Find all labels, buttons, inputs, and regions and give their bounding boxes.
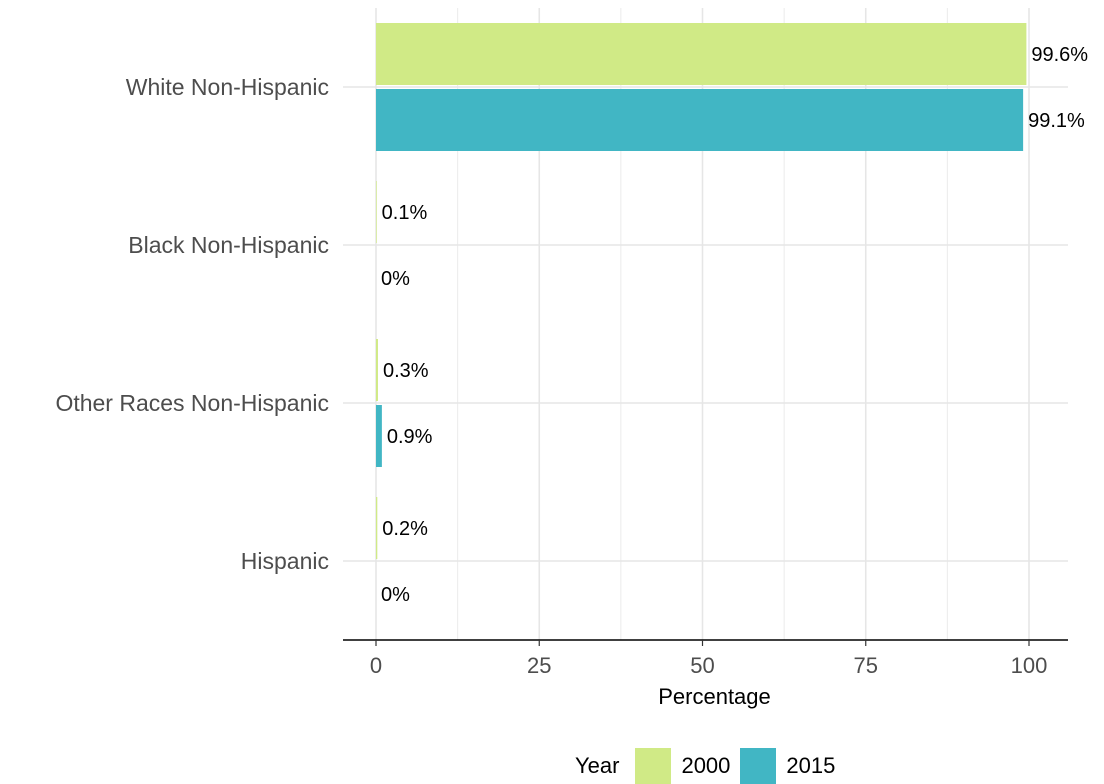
x-tick-label: 50 <box>690 653 714 678</box>
bar-labels: 99.6% 99.1% 0.1% 0% 0.3% 0.9% 0.2% 0% <box>381 44 1088 606</box>
legend-item-2015: 2015 <box>740 748 835 784</box>
data-label-2015-1: 0% <box>381 268 410 290</box>
data-label-2015-2: 0.9% <box>387 426 433 448</box>
x-tick-label: 100 <box>1011 653 1048 678</box>
data-label-2000-2: 0.3% <box>383 360 429 382</box>
legend-item-2000: 2000 <box>635 748 730 784</box>
category-label-2: Other Races Non-Hispanic <box>55 390 329 416</box>
data-label-2000-0: 99.6% <box>1031 44 1088 66</box>
x-tick-label: 0 <box>370 653 382 678</box>
bar-2015-2 <box>376 405 382 467</box>
category-label-3: Hispanic <box>241 548 329 574</box>
x-tick-label: 25 <box>527 653 551 678</box>
x-ticks: 0 25 50 75 100 <box>370 640 1047 678</box>
legend-key-2015 <box>740 748 777 784</box>
legend: Year 2000 2015 <box>575 748 845 784</box>
category-label-0: White Non-Hispanic <box>126 74 329 100</box>
legend-label-2015: 2015 <box>786 753 836 778</box>
data-label-2015-3: 0% <box>381 584 410 606</box>
bar-2000-3 <box>376 497 378 559</box>
category-labels: White Non-Hispanic Black Non-Hispanic Othe… <box>55 74 329 574</box>
bar-2000-2 <box>376 339 378 401</box>
legend-title: Year <box>575 753 620 778</box>
bars <box>376 23 1027 559</box>
legend-label-2000: 2000 <box>681 753 731 778</box>
x-tick-label: 75 <box>854 653 878 678</box>
data-label-2000-3: 0.2% <box>382 518 428 540</box>
legend-key-2000 <box>635 748 672 784</box>
x-axis-title: Percentage <box>658 684 771 709</box>
data-label-2015-0: 99.1% <box>1028 110 1085 132</box>
bar-2015-0 <box>376 89 1024 151</box>
bar-2000-0 <box>376 23 1027 85</box>
category-label-1: Black Non-Hispanic <box>128 232 329 258</box>
bar-2000-1 <box>376 181 377 243</box>
data-label-2000-1: 0.1% <box>382 202 428 224</box>
